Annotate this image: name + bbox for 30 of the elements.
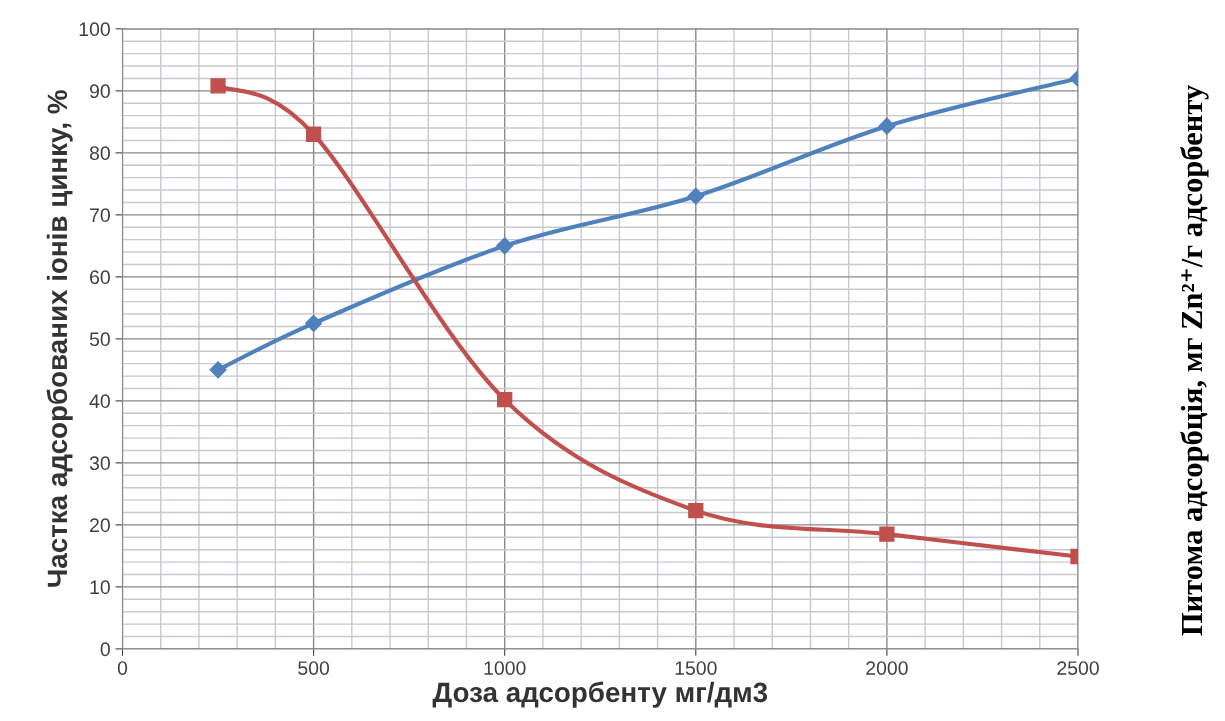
y-tick-label: 70 (90, 208, 110, 223)
x-tick-label: 500 (298, 661, 330, 675)
y-tick-label: 100 (79, 22, 110, 37)
y-tick-label: 40 (89, 394, 110, 409)
point (687, 187, 705, 205)
x-tick-label: 2000 (866, 661, 908, 675)
y-axis-title: Частка адсорбованих іонів цинку, % (46, 90, 73, 587)
x-tick-label: 1500 (675, 661, 717, 675)
point (879, 526, 895, 542)
x-tick-label: 1000 (484, 661, 526, 675)
y-tick-label: 80 (89, 146, 110, 161)
point (497, 391, 513, 408)
y-tick-label: 50 (89, 332, 110, 347)
y-tick-label: 90 (89, 84, 110, 99)
point (878, 117, 896, 135)
point (496, 237, 514, 255)
point (305, 126, 322, 142)
y-tick-label: 20 (90, 518, 110, 533)
y-tick-label: 10 (90, 580, 110, 595)
point (305, 314, 323, 332)
y-tick-label: 0 (100, 642, 110, 657)
point (209, 361, 227, 379)
y2-axis-title: Питома адсорбція, мг Zn²⁺/г адсорбенту (1180, 85, 1209, 636)
y-tick-label: 60 (90, 270, 110, 285)
x-tick-label: 0 (117, 661, 128, 675)
point (210, 78, 226, 94)
x-tick-label: 2500 (1057, 661, 1099, 675)
y-tick-label: 30 (89, 456, 110, 471)
x-axis-title: Доза адсорбенту мг/дм3 (432, 681, 768, 708)
point (688, 502, 704, 519)
